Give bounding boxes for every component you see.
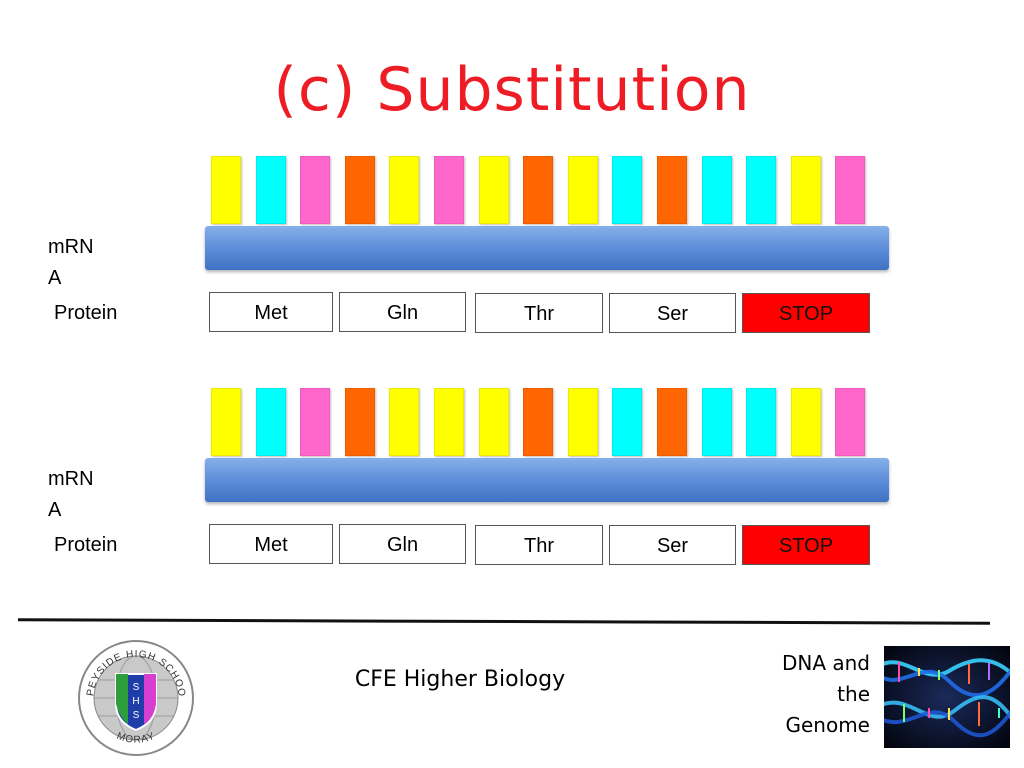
base-tile-orange bbox=[523, 388, 553, 456]
mrna-label-line1: mRN bbox=[48, 468, 94, 490]
mrna-label-1: mRN A bbox=[48, 232, 94, 294]
base-tile-yellow bbox=[479, 156, 509, 224]
base-tiles-2 bbox=[211, 388, 871, 456]
base-tile-cyan bbox=[702, 388, 732, 456]
base-tile-orange bbox=[523, 156, 553, 224]
base-tile-yellow bbox=[479, 388, 509, 456]
base-tile-yellow bbox=[389, 156, 419, 224]
codon-box-stop: STOP bbox=[742, 293, 870, 333]
mrna-label-2: mRN A bbox=[48, 464, 94, 526]
protein-label-1: Protein bbox=[54, 302, 118, 324]
mrna-label-line1: mRN bbox=[48, 236, 94, 258]
course-name: CFE Higher Biology bbox=[354, 667, 566, 692]
mrna-strand-1 bbox=[205, 226, 889, 270]
crest-letter-1: S bbox=[133, 682, 140, 693]
crest-letter-3: S bbox=[133, 710, 140, 721]
unit-name: DNA and the Genome bbox=[730, 648, 870, 741]
base-tile-yellow bbox=[211, 156, 241, 224]
unit-line-1: DNA and bbox=[781, 651, 870, 675]
svg-text:MORAY: MORAY bbox=[115, 731, 157, 746]
base-tile-cyan bbox=[612, 156, 642, 224]
codon-box-thr: Thr bbox=[475, 525, 603, 565]
base-tile-pink bbox=[434, 156, 464, 224]
base-tile-pink bbox=[300, 156, 330, 224]
codon-box-stop: STOP bbox=[742, 525, 870, 565]
mrna-label-line2: A bbox=[48, 499, 62, 521]
base-tile-pink bbox=[835, 388, 865, 456]
base-tile-pink bbox=[835, 156, 865, 224]
sequence-panel-1 bbox=[0, 156, 1024, 336]
base-tile-orange bbox=[657, 388, 687, 456]
unit-line-2: the bbox=[837, 682, 870, 706]
unit-line-3: Genome bbox=[785, 713, 870, 737]
base-tile-cyan bbox=[746, 388, 776, 456]
codon-box-thr: Thr bbox=[475, 293, 603, 333]
footer-divider bbox=[17, 618, 991, 625]
mrna-strand-2 bbox=[205, 458, 889, 502]
mrna-label-line2: A bbox=[48, 267, 62, 289]
base-tile-yellow bbox=[791, 388, 821, 456]
page-title: (c) Substitution bbox=[273, 55, 751, 125]
base-tile-cyan bbox=[746, 156, 776, 224]
base-tiles-1 bbox=[211, 156, 871, 224]
base-tile-cyan bbox=[612, 388, 642, 456]
crest-letter-2: H bbox=[132, 696, 139, 707]
base-tile-yellow bbox=[211, 388, 241, 456]
base-tile-yellow bbox=[389, 388, 419, 456]
sequence-panel-2 bbox=[0, 388, 1024, 568]
base-tile-cyan bbox=[256, 388, 286, 456]
base-tile-yellow bbox=[568, 388, 598, 456]
protein-label-2: Protein bbox=[54, 534, 118, 556]
base-tile-orange bbox=[345, 156, 375, 224]
school-crest-icon: SPEYSIDE HIGH SCHOOL MORAY S H S bbox=[76, 638, 194, 756]
codon-box-met: Met bbox=[209, 292, 333, 332]
base-tile-pink bbox=[300, 388, 330, 456]
base-tile-yellow bbox=[568, 156, 598, 224]
codon-box-ser: Ser bbox=[609, 525, 736, 565]
base-tile-orange bbox=[657, 156, 687, 224]
codon-box-gln: Gln bbox=[339, 292, 466, 332]
codon-box-met: Met bbox=[209, 524, 333, 564]
base-tile-yellow bbox=[434, 388, 464, 456]
codon-box-ser: Ser bbox=[609, 293, 736, 333]
base-tile-cyan bbox=[702, 156, 732, 224]
codon-box-gln: Gln bbox=[339, 524, 466, 564]
base-tile-yellow bbox=[791, 156, 821, 224]
crest-bottom-text: MORAY bbox=[115, 731, 156, 746]
base-tile-orange bbox=[345, 388, 375, 456]
base-tile-cyan bbox=[256, 156, 286, 224]
dna-helix-image bbox=[884, 646, 1010, 748]
